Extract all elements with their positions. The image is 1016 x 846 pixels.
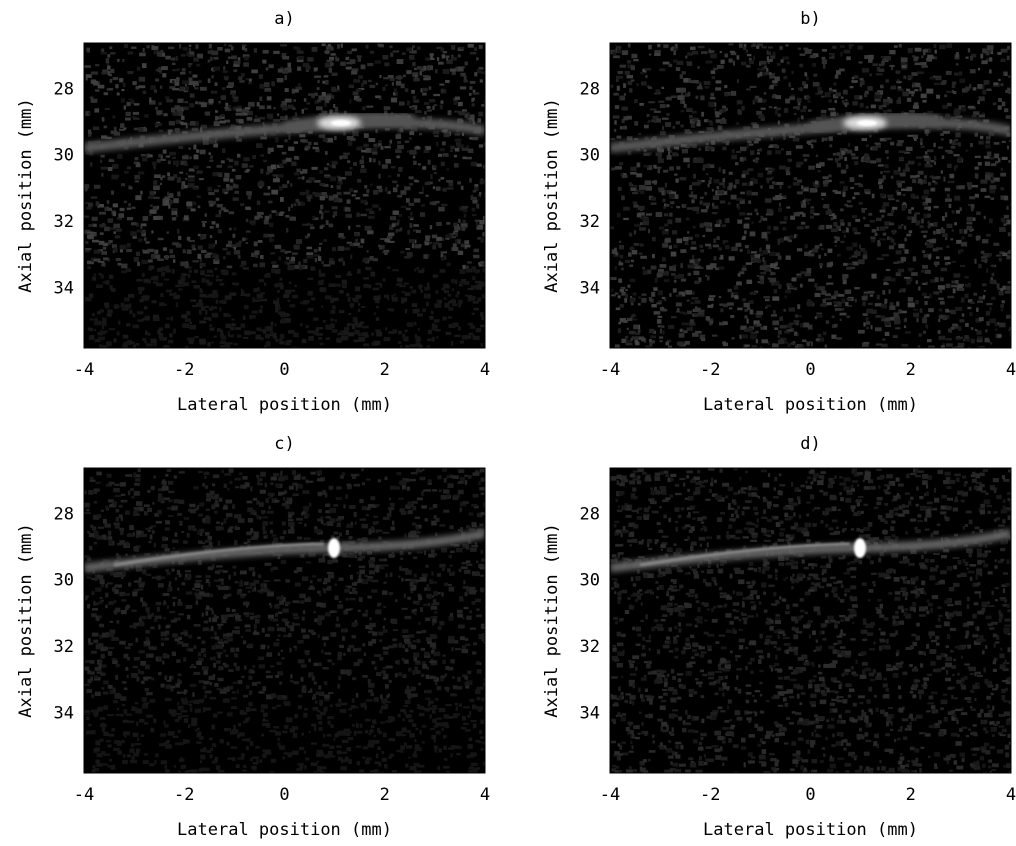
y-tick-label: 28 xyxy=(54,504,74,524)
image-panel xyxy=(84,468,491,777)
x-tick-label: -4 xyxy=(600,360,620,380)
x-tick-label: -4 xyxy=(74,785,94,805)
image-panel xyxy=(610,43,1016,352)
y-axis-label: Axial position (mm) xyxy=(16,98,36,292)
y-tick-label: 34 xyxy=(54,278,74,298)
y-tick-label: 28 xyxy=(54,79,74,99)
x-tick-label: 4 xyxy=(480,360,490,380)
x-axis-label: Lateral position (mm) xyxy=(703,395,918,415)
panel-title: b) xyxy=(800,9,820,29)
y-tick-label: 30 xyxy=(580,146,600,166)
y-axis-label: Axial position (mm) xyxy=(542,523,562,717)
x-tick-label: 4 xyxy=(480,785,490,805)
y-tick-label: 30 xyxy=(54,571,74,591)
x-tick-label: -2 xyxy=(700,785,720,805)
x-tick-label: -4 xyxy=(74,360,94,380)
y-tick-label: 28 xyxy=(580,79,600,99)
x-tick-label: -2 xyxy=(174,785,194,805)
y-tick-label: 34 xyxy=(580,278,600,298)
x-tick-label: 4 xyxy=(1006,785,1016,805)
panel-title: a) xyxy=(274,9,294,29)
x-tick-label: 0 xyxy=(279,360,289,380)
x-tick-label: 2 xyxy=(380,785,390,805)
y-axis-label: Axial position (mm) xyxy=(16,523,36,717)
x-tick-label: 4 xyxy=(1006,360,1016,380)
x-tick-label: 0 xyxy=(805,360,815,380)
x-tick-label: 2 xyxy=(906,785,916,805)
x-tick-label: -2 xyxy=(700,360,720,380)
x-tick-label: 2 xyxy=(906,360,916,380)
y-tick-label: 32 xyxy=(54,212,74,232)
image-panel xyxy=(610,468,1016,777)
x-tick-label: 0 xyxy=(805,785,815,805)
y-tick-label: 30 xyxy=(54,146,74,166)
image-panel xyxy=(84,43,490,352)
y-axis-label: Axial position (mm) xyxy=(542,98,562,292)
x-axis-label: Lateral position (mm) xyxy=(703,820,918,840)
panel-title: c) xyxy=(274,434,294,454)
y-tick-label: 34 xyxy=(54,703,74,723)
y-tick-label: 32 xyxy=(580,637,600,657)
x-tick-label: 2 xyxy=(380,360,390,380)
x-tick-label: 0 xyxy=(279,785,289,805)
y-tick-label: 32 xyxy=(580,212,600,232)
y-tick-label: 34 xyxy=(580,703,600,723)
x-tick-label: -2 xyxy=(174,360,194,380)
y-tick-label: 28 xyxy=(580,504,600,524)
panel-title: d) xyxy=(800,434,820,454)
x-axis-label: Lateral position (mm) xyxy=(177,395,392,415)
y-tick-label: 30 xyxy=(580,571,600,591)
y-tick-label: 32 xyxy=(54,637,74,657)
x-tick-label: -4 xyxy=(600,785,620,805)
x-axis-label: Lateral position (mm) xyxy=(177,820,392,840)
